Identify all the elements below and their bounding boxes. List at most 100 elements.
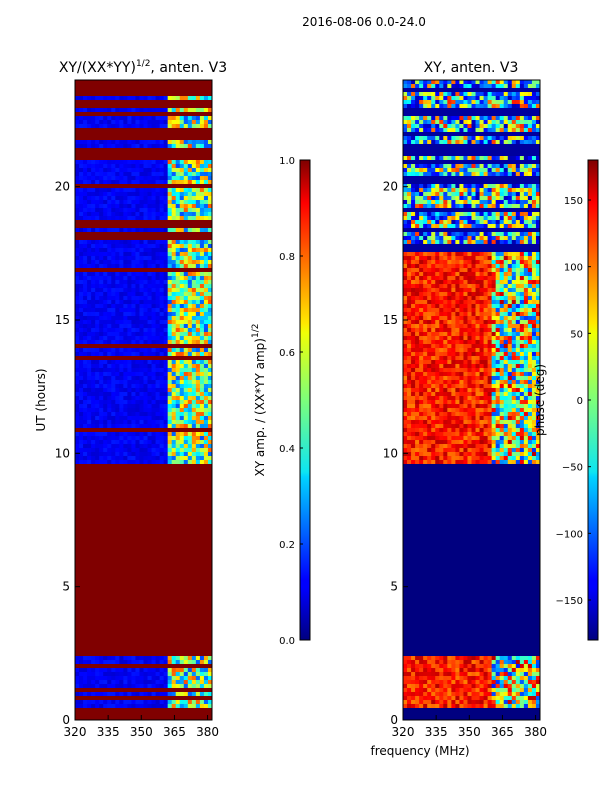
heatmap-cell	[131, 364, 136, 369]
heatmap-cell	[175, 272, 181, 277]
heatmap-cell	[103, 416, 108, 421]
heatmap-cell	[171, 368, 177, 373]
heatmap-cell	[199, 336, 205, 341]
heatmap-cell	[83, 424, 88, 429]
heatmap-cell	[139, 408, 144, 413]
heatmap-cell	[151, 380, 157, 385]
heatmap-cell	[527, 260, 533, 265]
heatmap-cell	[535, 216, 541, 221]
heatmap-cell	[139, 704, 144, 709]
heatmap-cell	[191, 676, 197, 681]
heatmap-cell	[171, 176, 177, 181]
heatmap-cell	[487, 320, 493, 325]
heatmap-cell	[411, 328, 416, 333]
heatmap-cell	[427, 104, 432, 109]
heatmap-cell	[475, 296, 481, 301]
heatmap-cell	[167, 172, 173, 177]
heatmap-cell	[439, 116, 444, 121]
heatmap-cell	[191, 284, 197, 289]
heatmap-cell	[107, 296, 112, 301]
heatmap-cell	[495, 352, 501, 357]
heatmap-cell	[523, 116, 529, 121]
heatmap-cell	[527, 288, 533, 293]
heatmap-cell	[115, 388, 120, 393]
heatmap-cell	[423, 344, 428, 349]
heatmap-cell	[199, 412, 205, 417]
heatmap-cell	[179, 448, 185, 453]
heatmap-cell	[111, 416, 116, 421]
heatmap-cell	[115, 196, 120, 201]
heatmap-cell	[131, 444, 136, 449]
heatmap-cell	[403, 292, 408, 297]
heatmap-cell	[475, 368, 481, 373]
heatmap-cell	[155, 684, 161, 689]
heatmap-cell	[103, 352, 108, 357]
heatmap-cell	[431, 264, 436, 269]
heatmap-cell	[99, 140, 104, 145]
heatmap-cell	[191, 116, 197, 121]
heatmap-cell	[111, 316, 116, 321]
heatmap-cell	[131, 660, 136, 665]
heatmap-cell	[107, 304, 112, 309]
heatmap-row	[75, 232, 212, 237]
heatmap-cell	[91, 676, 96, 681]
heatmap-cell	[135, 124, 140, 129]
heatmap-cell	[187, 372, 193, 377]
heatmap-cell	[415, 80, 420, 85]
heatmap-cell	[511, 348, 517, 353]
heatmap-cell	[527, 316, 533, 321]
heatmap-cell	[147, 668, 153, 673]
heatmap-cell	[151, 352, 157, 357]
heatmap-cell	[459, 260, 464, 265]
heatmap-cell	[479, 216, 485, 221]
heatmap-cell	[491, 128, 497, 133]
heatmap-cell	[183, 176, 189, 181]
heatmap-cell	[143, 424, 149, 429]
heatmap-cell	[423, 292, 428, 297]
heatmap-cell	[483, 300, 489, 305]
heatmap-cell	[171, 704, 177, 709]
heatmap-cell	[79, 276, 84, 281]
heatmap-cell	[515, 236, 521, 241]
heatmap-cell	[531, 280, 537, 285]
heatmap-cell	[511, 272, 517, 277]
heatmap-cell	[99, 264, 104, 269]
heatmap-cell	[103, 360, 108, 365]
heatmap-cell	[491, 288, 497, 293]
heatmap-cell	[495, 268, 501, 273]
heatmap-cell	[431, 200, 436, 205]
heatmap-cell	[495, 368, 501, 373]
heatmap-cell	[207, 124, 213, 129]
heatmap-cell	[207, 392, 213, 397]
heatmap-cell	[483, 332, 489, 337]
heatmap-cell	[167, 304, 173, 309]
heatmap-cell	[203, 180, 209, 185]
heatmap-cell	[151, 168, 157, 173]
colorbar-tick-label: 0.0	[279, 636, 295, 647]
heatmap-cell	[75, 244, 80, 249]
heatmap-cell	[439, 204, 444, 209]
heatmap-cell	[135, 308, 140, 313]
heatmap-cell	[191, 368, 197, 373]
heatmap-cell	[183, 308, 189, 313]
heatmap-cell	[443, 104, 448, 109]
heatmap-cell	[155, 328, 161, 333]
heatmap-cell	[83, 212, 88, 217]
heatmap-cell	[147, 672, 153, 677]
heatmap-cell	[519, 172, 525, 177]
heatmap-cell	[447, 172, 452, 177]
heatmap-cell	[451, 104, 456, 109]
heatmap-cell	[527, 292, 533, 297]
heatmap-cell	[183, 684, 189, 689]
heatmap-cell	[151, 216, 157, 221]
heatmap-cell	[207, 120, 213, 125]
heatmap-cell	[99, 164, 104, 169]
heatmap-cell	[527, 232, 533, 237]
heatmap-cell	[179, 324, 185, 329]
heatmap-cell	[155, 368, 161, 373]
heatmap-cell	[499, 140, 505, 145]
heatmap-cell	[115, 448, 120, 453]
heatmap-cell	[187, 328, 193, 333]
heatmap-cell	[527, 196, 533, 201]
heatmap-cell	[407, 220, 412, 225]
